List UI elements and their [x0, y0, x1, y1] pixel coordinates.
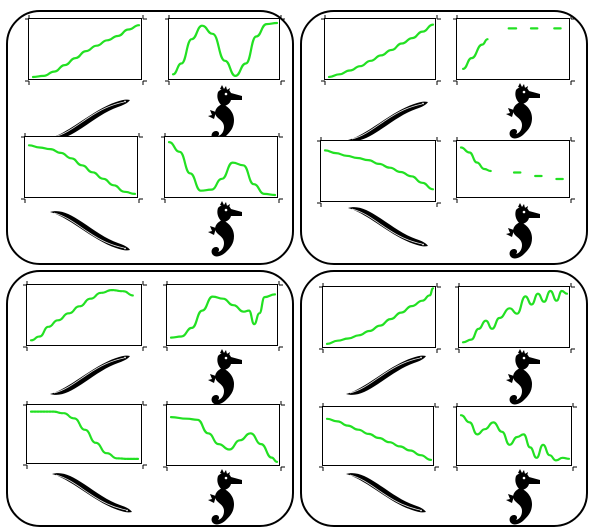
eel-silhouette-icon: [46, 352, 132, 398]
seahorse-silhouette-icon: [506, 469, 540, 525]
plot-eel-down: [319, 403, 439, 471]
trend-curve: [171, 21, 279, 77]
trend-curve: [325, 417, 433, 461]
seahorse-silhouette-icon: [204, 84, 244, 146]
eel-silhouette-icon: [346, 473, 426, 513]
seahorse-silhouette-icon: [208, 85, 242, 141]
plot-seahorse-up: [165, 15, 285, 85]
curve-chart: [453, 15, 575, 85]
curve-chart: [455, 283, 575, 353]
eel-silhouette-icon: [344, 204, 430, 250]
panel-bottom-right: [300, 270, 588, 527]
seahorse-silhouette-icon: [502, 468, 542, 526]
seahorse-silhouette-icon: [506, 83, 540, 139]
plot-seahorse-up: [455, 283, 575, 353]
seahorse-silhouette-icon: [502, 348, 542, 408]
plot-eel-up: [321, 15, 441, 85]
curve-chart: [21, 133, 143, 203]
seahorse-silhouette-icon: [204, 348, 244, 410]
panel-bottom-left: [6, 270, 294, 527]
curve-chart: [25, 15, 147, 85]
plot-eel-down: [317, 137, 441, 207]
seahorse-silhouette-icon: [204, 200, 244, 262]
curve-chart: [453, 403, 577, 471]
trend-curve: [169, 416, 279, 463]
curve-chart: [319, 283, 441, 353]
seahorse-silhouette-icon: [204, 468, 244, 526]
eel-silhouette-icon: [50, 355, 130, 395]
eel-silhouette-icon: [342, 470, 428, 516]
trend-curve: [29, 289, 135, 342]
plot-eel-down: [23, 401, 147, 469]
plot-seahorse-down: [161, 133, 283, 203]
curve-chart: [163, 281, 283, 351]
seahorse-silhouette-icon: [506, 349, 540, 405]
plot-seahorse-down: [163, 401, 285, 471]
trend-curve: [169, 293, 277, 339]
trend-curve: [459, 414, 571, 462]
eel-silhouette-icon: [46, 96, 132, 142]
eel-silhouette-icon: [348, 101, 428, 141]
eel-silhouette-icon: [52, 473, 132, 513]
curve-chart: [317, 137, 441, 207]
seahorse-silhouette-icon: [506, 203, 540, 259]
plot-seahorse-up: [163, 281, 283, 351]
trend-curve: [325, 287, 435, 345]
plot-seahorse-up: [453, 15, 575, 85]
plot-eel-up: [319, 283, 441, 353]
eel-silhouette-icon: [342, 352, 428, 398]
curve-chart: [23, 401, 147, 469]
seahorse-silhouette-icon: [502, 82, 542, 144]
panel-top-left: [6, 10, 294, 265]
trend-curve: [167, 141, 277, 197]
eel-silhouette-icon: [46, 208, 132, 254]
seahorse-silhouette-icon: [208, 469, 242, 525]
plot-seahorse-down: [453, 403, 577, 471]
panel-top-right: [300, 10, 588, 265]
eel-silhouette-icon: [50, 99, 130, 139]
plot-eel-up: [25, 15, 147, 85]
seahorse-silhouette-icon: [502, 202, 542, 262]
curve-chart: [165, 15, 285, 85]
curve-chart: [453, 137, 575, 203]
plot-seahorse-down: [453, 137, 575, 203]
trend-curve: [462, 38, 489, 70]
plot-eel-down: [21, 133, 143, 203]
trend-curve: [461, 289, 569, 344]
eel-silhouette-icon: [48, 470, 134, 516]
trend-curve: [31, 24, 141, 79]
trend-curve: [27, 144, 137, 195]
curve-chart: [161, 133, 283, 203]
trend-curve: [327, 23, 435, 79]
eel-silhouette-icon: [346, 355, 426, 395]
plot-eel-up: [23, 281, 147, 351]
curve-chart: [163, 401, 285, 471]
curve-chart: [23, 281, 147, 351]
trend-curve: [459, 146, 492, 173]
seahorse-silhouette-icon: [208, 349, 242, 405]
curve-chart: [321, 15, 441, 85]
seahorse-silhouette-icon: [208, 201, 242, 257]
eel-silhouette-icon: [348, 207, 428, 247]
eel-silhouette-icon: [344, 98, 430, 144]
trend-curve: [29, 410, 141, 460]
trend-curve: [323, 149, 435, 191]
curve-chart: [319, 403, 439, 471]
eel-silhouette-icon: [50, 211, 130, 251]
